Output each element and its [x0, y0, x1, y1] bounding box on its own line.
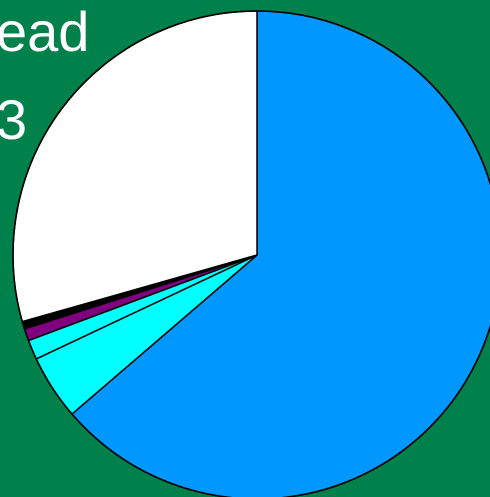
- partial-heading-line-1: ead: [0, 0, 90, 63]
- pie-outline: [12, 10, 490, 497]
- partial-heading-line-2: 3: [0, 88, 28, 151]
